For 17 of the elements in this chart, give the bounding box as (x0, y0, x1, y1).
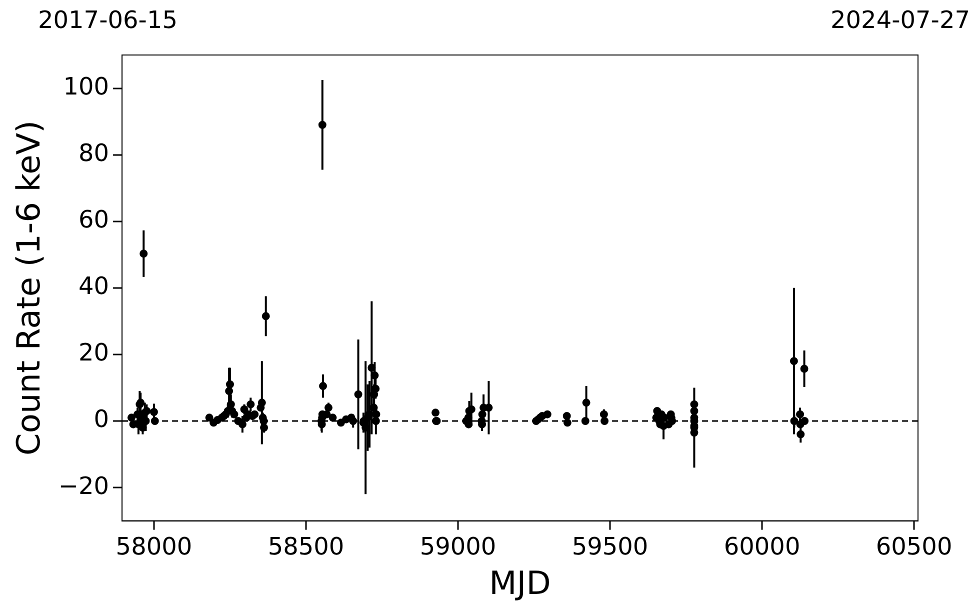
x-tick-label: 60500 (876, 532, 952, 560)
y-tick-label: 80 (78, 139, 110, 168)
x-tick-label: 59500 (572, 532, 648, 560)
y-tick-label: −20 (58, 472, 110, 500)
x-tick-label: 60000 (724, 532, 800, 560)
x-tick-label: 59000 (420, 532, 496, 560)
x-tick-label: 58000 (116, 532, 192, 560)
x-tick-label: 58500 (268, 532, 344, 560)
y-axis-title: Count Rate (1-6 keV) (10, 120, 48, 456)
y-tick-label: 40 (78, 272, 110, 300)
y-tick-label: 0 (94, 405, 110, 434)
y-tick-label: 20 (78, 338, 110, 367)
y-tick-label: 60 (78, 206, 110, 234)
y-tick-label: 100 (63, 72, 110, 101)
text: 2017-06-15 (38, 6, 178, 34)
x-axis-title: MJD (489, 564, 551, 602)
text: 2024-07-27 (830, 6, 970, 34)
